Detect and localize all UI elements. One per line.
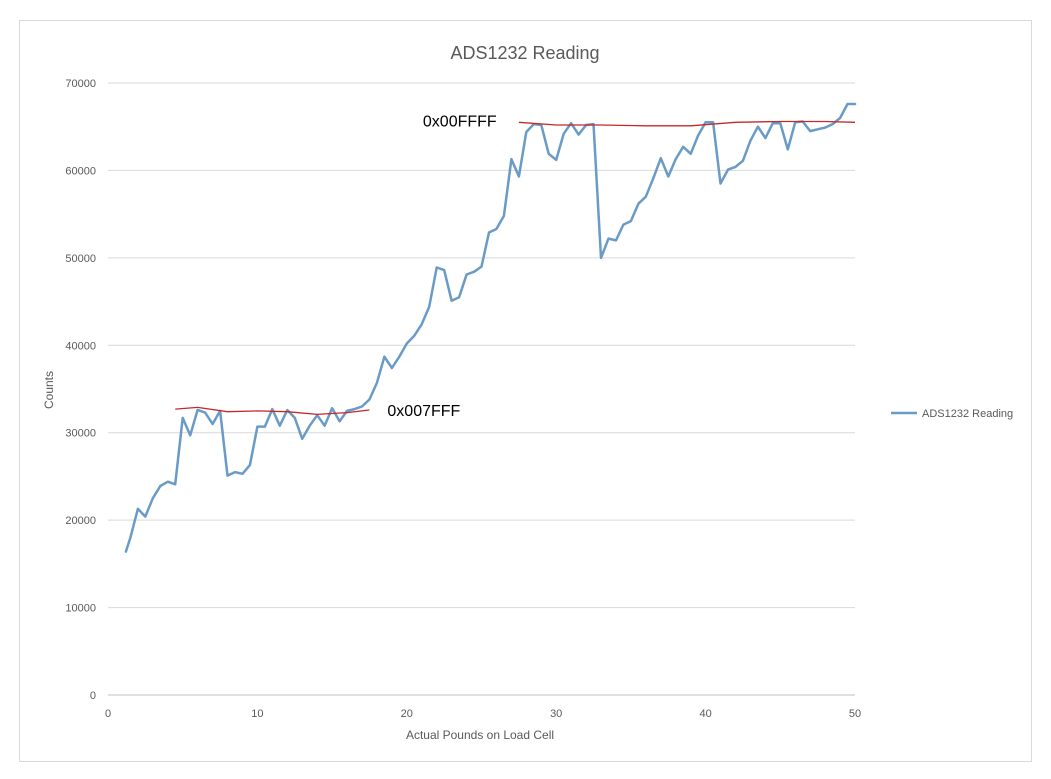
x-tick-labels: 0 10 20 30 40 50	[105, 708, 861, 720]
x-axis-title: Actual Pounds on Load Cell	[406, 728, 554, 742]
y-tick-label: 40000	[65, 340, 96, 352]
annotation-line-0	[175, 406, 370, 416]
y-tick-label: 10000	[65, 603, 96, 615]
y-axis-title: Counts	[42, 371, 56, 409]
series-layer	[124, 102, 857, 553]
annotation-layer: 0x007FFF 0x00FFFF	[175, 113, 856, 420]
x-tick-label: 30	[550, 708, 562, 720]
series-line-ads1232-reading	[124, 102, 857, 553]
legend-label-ads1232-reading: ADS1232 Reading	[922, 408, 1013, 420]
legend: ADS1232 Reading	[891, 408, 1013, 420]
x-tick-label: 20	[401, 708, 413, 720]
chart-title: ADS1232 Reading	[450, 43, 599, 63]
y-tick-labels: 0 10000 20000 30000 40000 50000 60000 70000	[65, 78, 96, 702]
annotation-label-1: 0x00FFFF	[423, 113, 497, 130]
y-tick-label: 20000	[65, 515, 96, 527]
gridlines	[108, 82, 855, 609]
annotation-line-1	[518, 120, 856, 127]
chart-container: 0 10000 20000 30000 40000 50000 60000 70000 0 10…	[19, 20, 1032, 762]
y-tick-label: 0	[90, 690, 96, 702]
y-tick-label: 30000	[65, 428, 96, 440]
annotation-label-0: 0x007FFF	[387, 403, 460, 420]
y-tick-label: 60000	[65, 165, 96, 177]
x-tick-label: 40	[699, 708, 711, 720]
x-tick-label: 10	[251, 708, 263, 720]
x-tick-label: 0	[105, 708, 111, 720]
y-tick-label: 50000	[65, 253, 96, 265]
x-tick-label: 50	[849, 708, 861, 720]
y-tick-label: 70000	[65, 78, 96, 90]
chart-svg: 0 10000 20000 30000 40000 50000 60000 70000 0 10…	[42, 43, 1013, 742]
